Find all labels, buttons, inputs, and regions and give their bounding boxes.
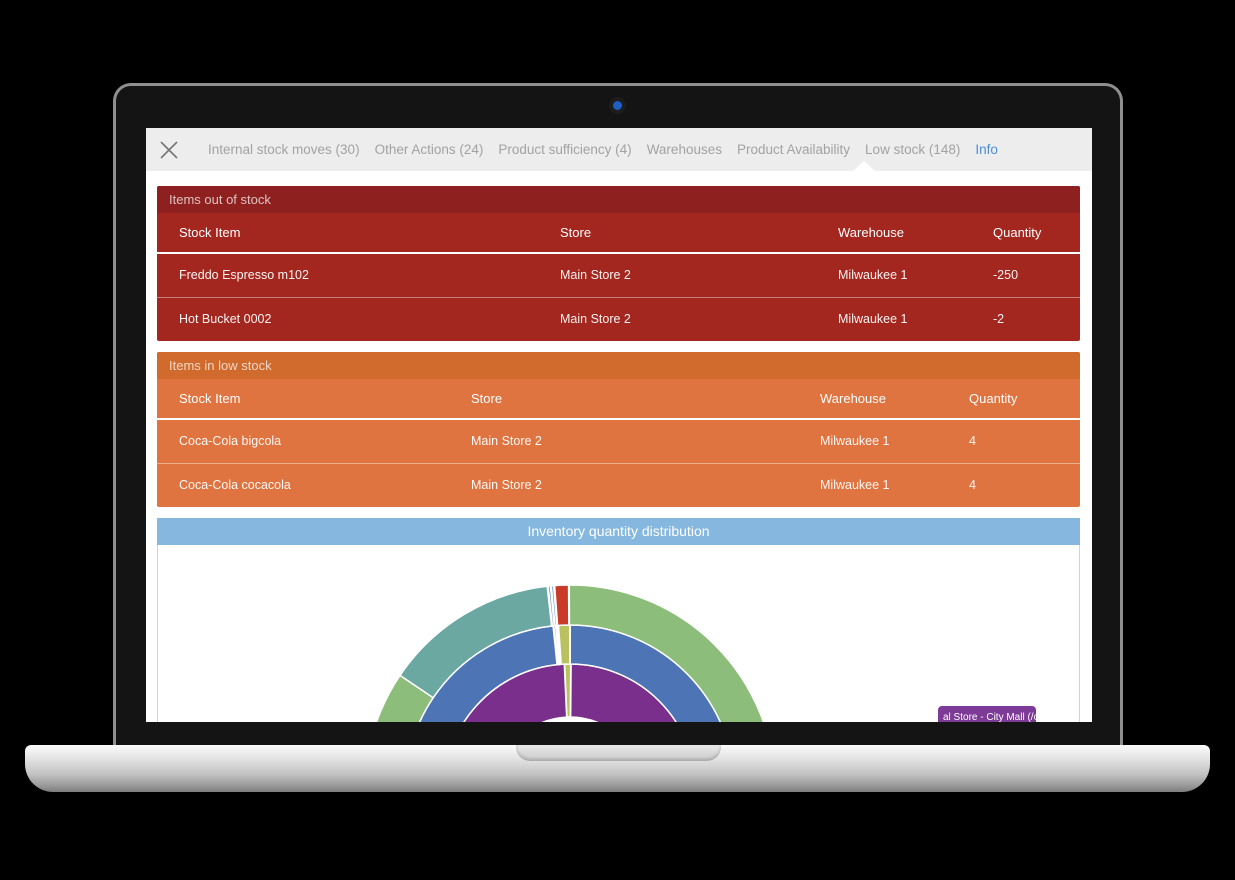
table-cell: -250 xyxy=(993,253,1080,298)
nav-tab-info[interactable]: Info xyxy=(975,142,998,157)
column-header: Stock Item xyxy=(157,213,560,254)
column-header: Warehouse xyxy=(838,213,993,254)
sunburst-chart xyxy=(375,584,775,722)
column-header: Quantity xyxy=(969,379,1080,420)
table-row[interactable]: Coca-Cola bigcola Main Store 2 Milwaukee 1… xyxy=(157,419,1080,464)
table-row[interactable]: Hot Bucket 0002 Main Store 2 Milwaukee 1 -2 xyxy=(157,297,1080,341)
column-header: Quantity xyxy=(993,213,1080,254)
chart-panel: Inventory quantity distribution al Store… xyxy=(157,518,1080,722)
table-cell: Freddo Espresso m102 xyxy=(157,253,560,298)
active-tab-caret xyxy=(853,161,875,171)
close-icon[interactable] xyxy=(156,137,182,163)
table-cell: -2 xyxy=(993,312,1005,327)
table-cell: Hot Bucket 0002 xyxy=(179,312,272,327)
out-of-stock-table: Stock Item Store Warehouse Quantity Freddo … xyxy=(157,213,1080,341)
laptop-lid-notch xyxy=(515,745,721,761)
column-header: Warehouse xyxy=(820,379,969,420)
column-header: Store xyxy=(560,213,838,254)
low-stock-panel: Items in low stock Stock Item Store Wareho… xyxy=(157,352,1080,507)
table-header-row: Stock Item Store Warehouse Quantity xyxy=(157,379,1080,420)
webcam xyxy=(613,101,622,110)
table-row[interactable]: Coca-Cola cocacola Main Store 2 Milwaukee … xyxy=(157,463,1080,507)
nav-tab-product-sufficiency-4[interactable]: Product sufficiency (4) xyxy=(498,142,632,157)
low-stock-table: Stock Item Store Warehouse Quantity Coca-Co… xyxy=(157,379,1080,507)
chart-title: Inventory quantity distribution xyxy=(157,518,1080,545)
nav-tab-warehouses[interactable]: Warehouses xyxy=(646,142,722,157)
chart-tooltip: al Store - City Mall (/ce xyxy=(938,706,1036,722)
column-header: Stock Item xyxy=(157,379,471,420)
table-row[interactable]: Freddo Espresso m102 Main Store 2 Milwauke… xyxy=(157,253,1080,298)
nav-tab-internal-stock-moves-30[interactable]: Internal stock moves (30) xyxy=(208,142,360,157)
panel-title: Items in low stock xyxy=(157,352,1080,379)
sunburst-segment-outer-green-right[interactable] xyxy=(568,584,775,722)
column-header: Store xyxy=(471,379,820,420)
screen: Internal stock moves (30) Other Actions (… xyxy=(146,128,1092,722)
out-of-stock-panel: Items out of stock Stock Item Store Wareho… xyxy=(157,186,1080,341)
table-cell: Milwaukee 1 xyxy=(820,478,890,493)
sunburst-segment-outer-red-wedge[interactable] xyxy=(553,584,570,627)
panel-title: Items out of stock xyxy=(157,186,1080,213)
table-cell: Main Store 2 xyxy=(471,419,820,464)
table-cell: Main Store 2 xyxy=(560,312,631,327)
top-navbar: Internal stock moves (30) Other Actions (… xyxy=(146,128,1092,171)
nav-tabs: Internal stock moves (30) Other Actions (… xyxy=(208,142,998,157)
table-cell: Milwaukee 1 xyxy=(838,312,908,327)
table-cell: Main Store 2 xyxy=(560,253,838,298)
sunburst-segment-outer-blue-sliver-1[interactable] xyxy=(547,585,556,627)
table-cell: Main Store 2 xyxy=(471,478,542,493)
chart-body: al Store - City Mall (/ce xyxy=(157,545,1080,722)
table-cell: Coca-Cola cocacola xyxy=(179,478,291,493)
table-cell: 4 xyxy=(969,478,976,493)
table-header-row: Stock Item Store Warehouse Quantity xyxy=(157,213,1080,254)
sunburst-segment-outer-blue-sliver-2[interactable] xyxy=(550,584,558,627)
table-cell: 4 xyxy=(969,419,1080,464)
laptop-base xyxy=(25,745,1210,792)
table-cell: Milwaukee 1 xyxy=(820,419,969,464)
nav-tab-low-stock-148[interactable]: Low stock (148) xyxy=(865,142,961,157)
sunburst-segment-outer-teal[interactable] xyxy=(399,585,553,699)
nav-tab-product-availability[interactable]: Product Availability xyxy=(736,142,851,157)
table-cell: Milwaukee 1 xyxy=(838,253,993,298)
nav-tab-other-actions-24[interactable]: Other Actions (24) xyxy=(374,142,484,157)
table-cell: Coca-Cola bigcola xyxy=(157,419,471,464)
main-content: Items out of stock Stock Item Store Wareho… xyxy=(146,171,1092,722)
sunburst-segment-middle-olive-wedge[interactable] xyxy=(557,624,571,666)
